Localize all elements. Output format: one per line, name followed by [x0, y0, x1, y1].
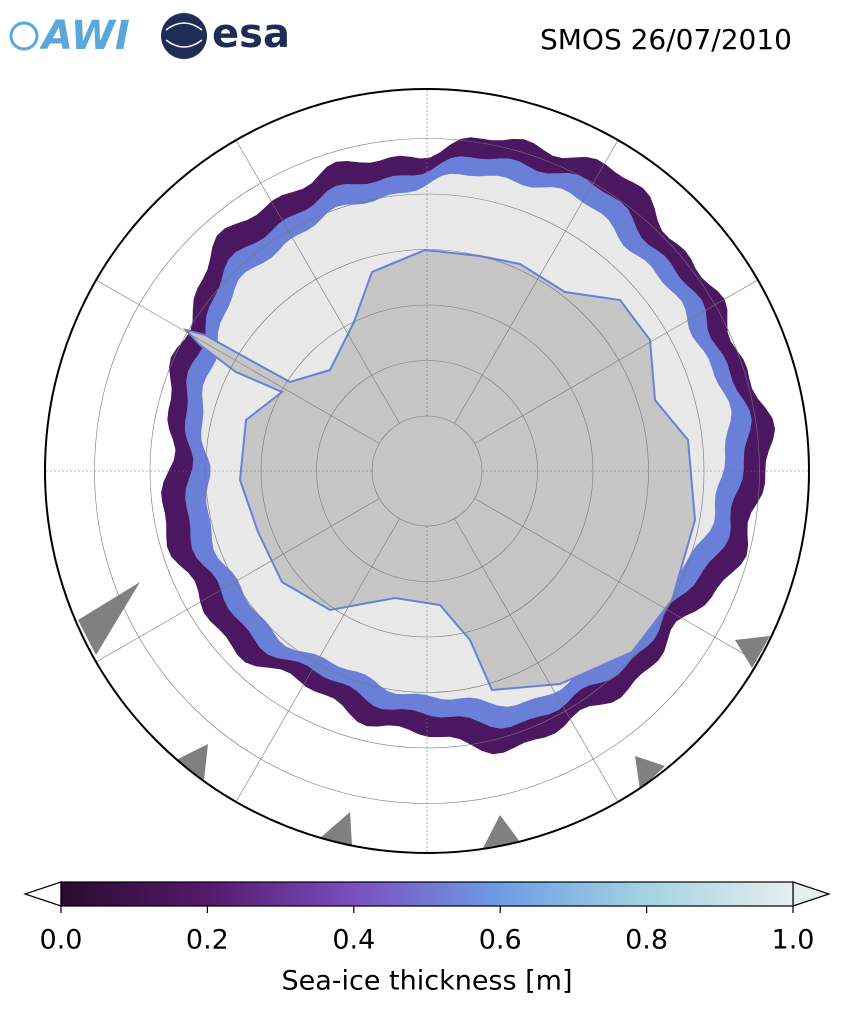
colorbar-tick-label: 0.0 — [40, 925, 83, 956]
colorbar-body — [60, 881, 794, 907]
colorbar-tick-label: 0.2 — [186, 925, 229, 956]
meridian — [80, 498, 380, 672]
extend-low — [23, 881, 62, 907]
meridian — [454, 518, 628, 818]
colorbar-tick-label: 1.0 — [772, 925, 815, 956]
colorbar-tick-label: 0.4 — [332, 925, 375, 956]
parallel — [316, 360, 538, 582]
extend-high — [792, 881, 831, 907]
meridian — [474, 270, 774, 444]
meridian — [80, 270, 380, 444]
colorbar: 0.0 0.2 0.4 0.6 0.8 1.0 Sea-ice thickness [m] — [23, 881, 831, 997]
colorbar-tick-label: 0.6 — [479, 925, 522, 956]
colorbar-tick-label: 0.8 — [625, 925, 668, 956]
logo-text: esa — [212, 11, 290, 57]
logo-text: AWI — [39, 13, 130, 59]
graticule — [45, 89, 809, 853]
map-border — [44, 88, 810, 854]
parallel — [205, 249, 649, 693]
meridian — [474, 498, 774, 672]
colorbar-label: Sea-ice thickness [m] — [281, 966, 572, 997]
antarctica — [182, 248, 697, 692]
title: SMOS 26/07/2010 — [540, 23, 792, 56]
logo-awi: AWI — [9, 13, 130, 59]
parallel — [260, 304, 594, 638]
meridian — [226, 124, 400, 424]
meridian — [454, 124, 628, 424]
logo-esa: esa — [161, 11, 290, 59]
meridian — [226, 518, 400, 818]
map — [45, 89, 809, 853]
